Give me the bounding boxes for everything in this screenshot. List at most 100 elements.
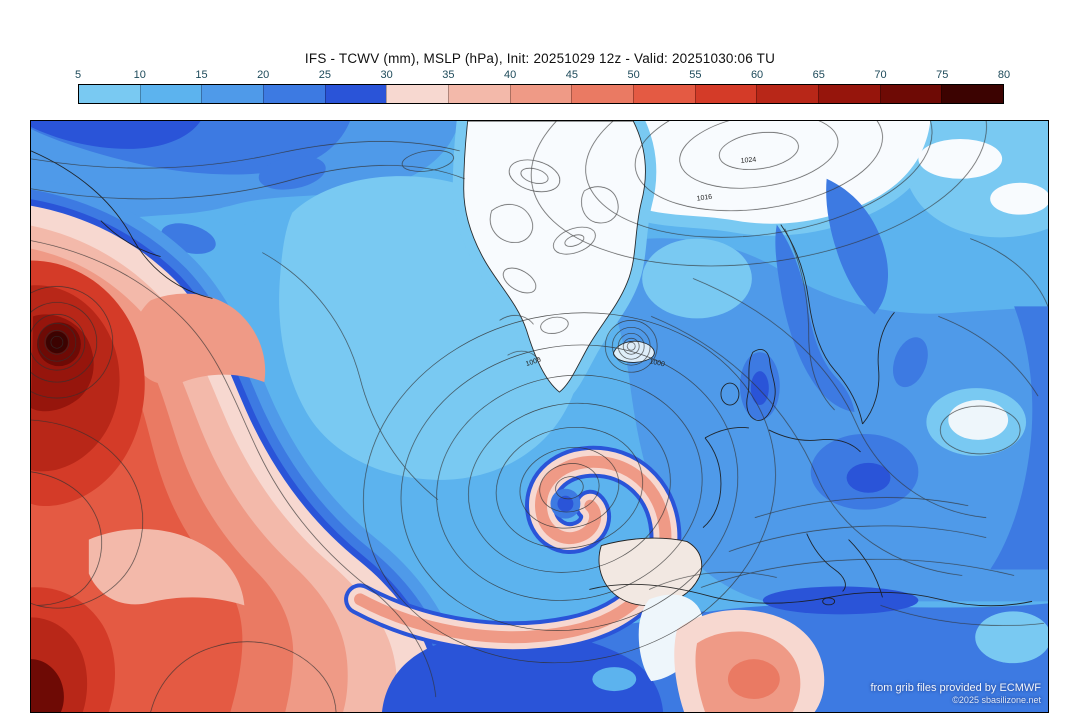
isobar-squiggle: [508, 159, 561, 193]
isobar-line: [784, 228, 835, 411]
moisture-band: [88, 528, 245, 606]
isobar-ring: [44, 329, 70, 355]
isobar-label: 1000: [649, 358, 666, 368]
isobar-squiggle: [581, 186, 619, 224]
coastline-adriatic: [848, 539, 883, 598]
isobar-lens: [401, 150, 454, 172]
isobar-squiggle: [520, 167, 549, 184]
tcwv-norwegian-band: [826, 178, 889, 315]
isobar-label: 1000: [525, 357, 542, 368]
colorbar-ticks: 5 10 15 20 25 30 35 40 45 50 55 60 65 70 75 80: [74, 69, 1010, 84]
colorbar: 5 10 15 20 25 30 35 40 45 50 55 60 65 70 75 80: [74, 69, 1010, 104]
isobar-ring: [436, 374, 703, 601]
isobar-line: [31, 471, 102, 606]
moisture-band: [131, 293, 266, 385]
colorbar-tick-label: 65: [812, 69, 825, 81]
colorbar-segment: [571, 85, 634, 103]
tcwv-patch: [213, 205, 258, 226]
colorbar-segment: [818, 85, 880, 103]
colorbar-segment: [941, 85, 1004, 103]
map-svg: 1000 1000 1016 1024: [31, 121, 1048, 712]
colorbar-segment: [139, 85, 202, 103]
isobar-squiggle: [502, 267, 537, 294]
isobar-ring: [468, 402, 671, 573]
colorbar-segment: [201, 85, 264, 103]
coastline-britain: [746, 349, 776, 421]
colorbar-segment: [324, 85, 387, 103]
isobar-ring: [626, 341, 636, 351]
coastline-baltic: [862, 312, 895, 425]
chart-title: IFS - TCWV (mm), MSLP (hPa), Init: 20251…: [304, 51, 776, 66]
isobar-ring: [519, 447, 620, 529]
isobar-ring: [718, 131, 799, 170]
isobar-ring: [363, 312, 776, 664]
tcwv-central-europe-core: [846, 462, 891, 493]
weather-map: 1000 1000 1016 1024 from grib files prov…: [30, 120, 1049, 713]
isobar-line: [649, 571, 777, 590]
dry-patch: [918, 138, 1003, 179]
isobar-squiggle: [540, 316, 569, 334]
isobar-ring: [617, 332, 645, 360]
coastline-biscay: [702, 437, 722, 528]
isobar-ring: [622, 337, 640, 355]
colorbar-segment: [633, 85, 695, 103]
coastline-labrador-fjord: [100, 220, 161, 257]
isobar-ring: [539, 463, 600, 513]
colorbar-tick-label: 70: [874, 69, 887, 81]
isobar-line: [31, 240, 437, 698]
isobar-ring: [400, 344, 739, 631]
colorbar-tick-label: 30: [380, 69, 393, 81]
hurricane-core: [45, 331, 68, 354]
colorbar-segment: [386, 85, 449, 103]
tcwv-south-dark-band: [381, 632, 664, 712]
tcwv-norway-coast: [775, 224, 855, 413]
tcwv-light-patch: [642, 238, 752, 319]
coastline-north-sea: [768, 429, 861, 453]
colorbar-tick-label: 50: [627, 69, 640, 81]
tcwv-mediterranean-band: [762, 586, 919, 615]
isobar-ring: [555, 476, 584, 500]
isobar-ring: [495, 426, 643, 549]
attribution: from grib files provided by ECMWF ©2025 …: [870, 681, 1041, 707]
coastline-italy: [806, 533, 846, 592]
dry-patch: [990, 182, 1048, 215]
tcwv-patch: [258, 156, 326, 190]
comma-cloud-inner: [354, 455, 672, 644]
coastline-norway: [780, 224, 863, 425]
isobar-line: [728, 525, 987, 552]
coastline-greenland: [463, 121, 646, 393]
tcwv-light-patch: [975, 611, 1048, 664]
colorbar-segment: [694, 85, 757, 103]
isobar-line: [970, 238, 1048, 307]
isobar-line: [938, 316, 1039, 397]
isobar-line: [31, 141, 460, 169]
colorbar-tick-label: 75: [936, 69, 949, 81]
colorbar-tick-label: 15: [195, 69, 208, 81]
colorbar-tick-label: 35: [442, 69, 455, 81]
coastline-ireland: [720, 382, 740, 406]
colorbar-tick-label: 5: [74, 69, 82, 81]
coastline-labrador: [31, 150, 213, 299]
cyclone-eye-core: [557, 495, 574, 512]
colorbar-segment: [879, 85, 942, 103]
colorbar-segment: [79, 85, 140, 103]
isobar-ring: [50, 335, 64, 349]
isobar-ring: [37, 322, 77, 362]
tcwv-light-curl: [592, 667, 637, 692]
colorbar-tick-label: 55: [689, 69, 702, 81]
colorbar-tick-label: 25: [318, 69, 332, 81]
attribution-source: from grib files provided by ECMWF: [870, 682, 1041, 695]
isobar-label: 1016: [696, 194, 712, 203]
colorbar-segment: [509, 85, 572, 103]
isobar-line: [31, 165, 465, 200]
attribution-copyright: ©2025 sbasilizone.net: [952, 695, 1041, 706]
isobar-ring: [634, 121, 883, 212]
isobar-line: [754, 497, 969, 518]
isobar-line: [150, 641, 337, 712]
isobar-squiggle: [499, 315, 534, 325]
isobar-squiggle: [489, 204, 534, 243]
greenland-dry-region: [463, 121, 646, 393]
colorbar-tick-label: 60: [750, 69, 764, 81]
corner-moisture: [31, 659, 64, 712]
isobar-ring: [31, 314, 86, 371]
